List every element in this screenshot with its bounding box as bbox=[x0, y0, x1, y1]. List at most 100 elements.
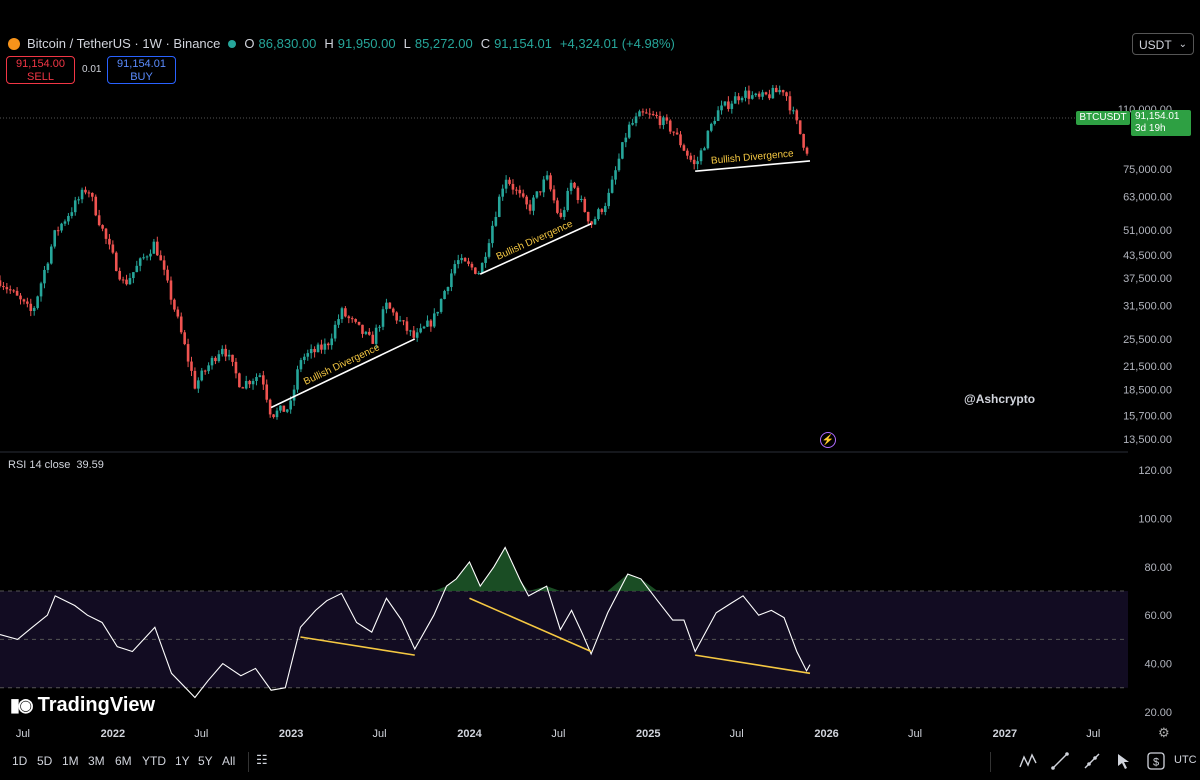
candle-body bbox=[426, 320, 429, 327]
time-tick-label: Jul bbox=[908, 728, 922, 740]
candle-body bbox=[467, 261, 470, 264]
candle-body bbox=[778, 90, 781, 93]
time-tick-label: 2026 bbox=[814, 728, 838, 740]
candle-body bbox=[545, 175, 549, 180]
candle-body bbox=[662, 117, 665, 126]
candle-body bbox=[149, 253, 152, 257]
candle-body bbox=[121, 279, 125, 281]
candle-body bbox=[255, 377, 258, 381]
candle-body bbox=[528, 204, 532, 211]
timeframe-1d[interactable]: 1D bbox=[12, 754, 28, 768]
candle-body bbox=[145, 256, 149, 258]
candle-body bbox=[624, 137, 628, 143]
candle-body bbox=[22, 299, 26, 302]
time-tick-label: 2027 bbox=[993, 728, 1017, 740]
rsi-overbought-fill bbox=[433, 547, 658, 591]
timeframe-5d[interactable]: 5D bbox=[37, 754, 53, 768]
candle-body bbox=[125, 279, 128, 285]
candlestick-series bbox=[0, 84, 809, 420]
candle-body bbox=[46, 263, 50, 270]
trend-line-icon[interactable] bbox=[1050, 751, 1070, 771]
candle-body bbox=[436, 311, 440, 314]
timeframe-5y[interactable]: 5Y bbox=[198, 754, 213, 768]
buy-button[interactable]: 91,154.01 BUY bbox=[107, 56, 176, 84]
date-range-icon[interactable]: ☷ bbox=[256, 752, 268, 767]
candle-body bbox=[668, 120, 672, 132]
timeframe-1y[interactable]: 1Y bbox=[175, 754, 190, 768]
spread-value: 0.01 bbox=[82, 64, 102, 75]
gear-icon[interactable]: ⚙ bbox=[1158, 725, 1170, 740]
candle-body bbox=[299, 360, 303, 370]
candle-body bbox=[621, 142, 624, 159]
timeframe-ytd[interactable]: YTD bbox=[142, 754, 166, 768]
close-label: C bbox=[480, 36, 491, 51]
candle-body bbox=[682, 145, 686, 151]
candle-body bbox=[347, 316, 351, 319]
rsi-tick-label: 60.00 bbox=[1144, 610, 1172, 622]
candle-body bbox=[374, 327, 378, 344]
candle-body bbox=[542, 179, 546, 193]
candle-body bbox=[665, 117, 669, 121]
candle-body bbox=[617, 158, 621, 171]
candle-body bbox=[675, 132, 679, 135]
ray-tool-icon[interactable] bbox=[1082, 751, 1102, 771]
symbol-title[interactable]: Bitcoin / TetherUS · 1W · Binance bbox=[27, 36, 221, 51]
candle-body bbox=[679, 134, 682, 146]
candle-body bbox=[388, 302, 392, 309]
candle-body bbox=[231, 354, 234, 362]
pattern-tool-icon[interactable] bbox=[1018, 751, 1038, 771]
rsi-name: RSI 14 close bbox=[8, 459, 71, 471]
candle-body bbox=[443, 291, 446, 300]
candle-body bbox=[217, 354, 221, 362]
candle-body bbox=[539, 191, 542, 193]
candle-body bbox=[289, 400, 292, 410]
candle-body bbox=[344, 308, 347, 317]
candle-body bbox=[474, 267, 477, 274]
dollar-tool-icon[interactable]: $ bbox=[1146, 751, 1166, 771]
timeframe-1m[interactable]: 1M bbox=[62, 754, 79, 768]
candle-body bbox=[692, 159, 696, 165]
svg-text:$: $ bbox=[1153, 757, 1159, 769]
candle-body bbox=[627, 124, 631, 138]
candle-body bbox=[43, 269, 46, 284]
rsi-legend[interactable]: RSI 14 close 39.59 bbox=[8, 459, 104, 471]
candle-body bbox=[395, 312, 398, 321]
candle-body bbox=[583, 198, 587, 212]
price-tick-label: 43,500.00 bbox=[1123, 250, 1172, 262]
timeframe-all[interactable]: All bbox=[222, 754, 236, 768]
change-value: +4,324.01 (+4.98%) bbox=[559, 36, 675, 51]
cursor-icon[interactable] bbox=[1114, 751, 1134, 771]
candle-body bbox=[60, 223, 63, 231]
tradingview-logo[interactable]: ▮◉ TradingView bbox=[10, 694, 155, 717]
sell-button[interactable]: 91,154.00 SELL bbox=[6, 56, 75, 84]
candle-body bbox=[238, 373, 241, 388]
candle-body bbox=[501, 188, 504, 197]
candle-body bbox=[713, 120, 717, 124]
candle-body bbox=[296, 369, 299, 390]
candle-body bbox=[111, 244, 115, 253]
candle-body bbox=[138, 258, 142, 266]
currency-select[interactable]: USDT ⌄ bbox=[1132, 33, 1194, 55]
candle-body bbox=[556, 200, 559, 213]
timezone-label[interactable]: UTC bbox=[1174, 754, 1197, 766]
candle-body bbox=[210, 357, 214, 366]
candle-body bbox=[53, 230, 57, 247]
candle-body bbox=[368, 331, 371, 335]
timeframe-6m[interactable]: 6M bbox=[115, 754, 132, 768]
candle-body bbox=[70, 212, 74, 216]
candle-body bbox=[200, 370, 204, 381]
candle-body bbox=[672, 131, 675, 133]
price-tick-label: 21,500.00 bbox=[1123, 361, 1172, 373]
candle-body bbox=[118, 270, 121, 280]
price-tick-label: 75,000.00 bbox=[1123, 164, 1172, 176]
candle-body bbox=[607, 192, 610, 207]
candle-body bbox=[792, 110, 795, 112]
timeframe-3m[interactable]: 3M bbox=[88, 754, 105, 768]
candle-body bbox=[733, 96, 737, 104]
candle-body bbox=[193, 370, 197, 389]
candle-body bbox=[634, 116, 638, 124]
candle-body bbox=[603, 206, 607, 213]
lightning-icon[interactable]: ⚡ bbox=[820, 432, 836, 448]
candle-body bbox=[303, 356, 306, 361]
